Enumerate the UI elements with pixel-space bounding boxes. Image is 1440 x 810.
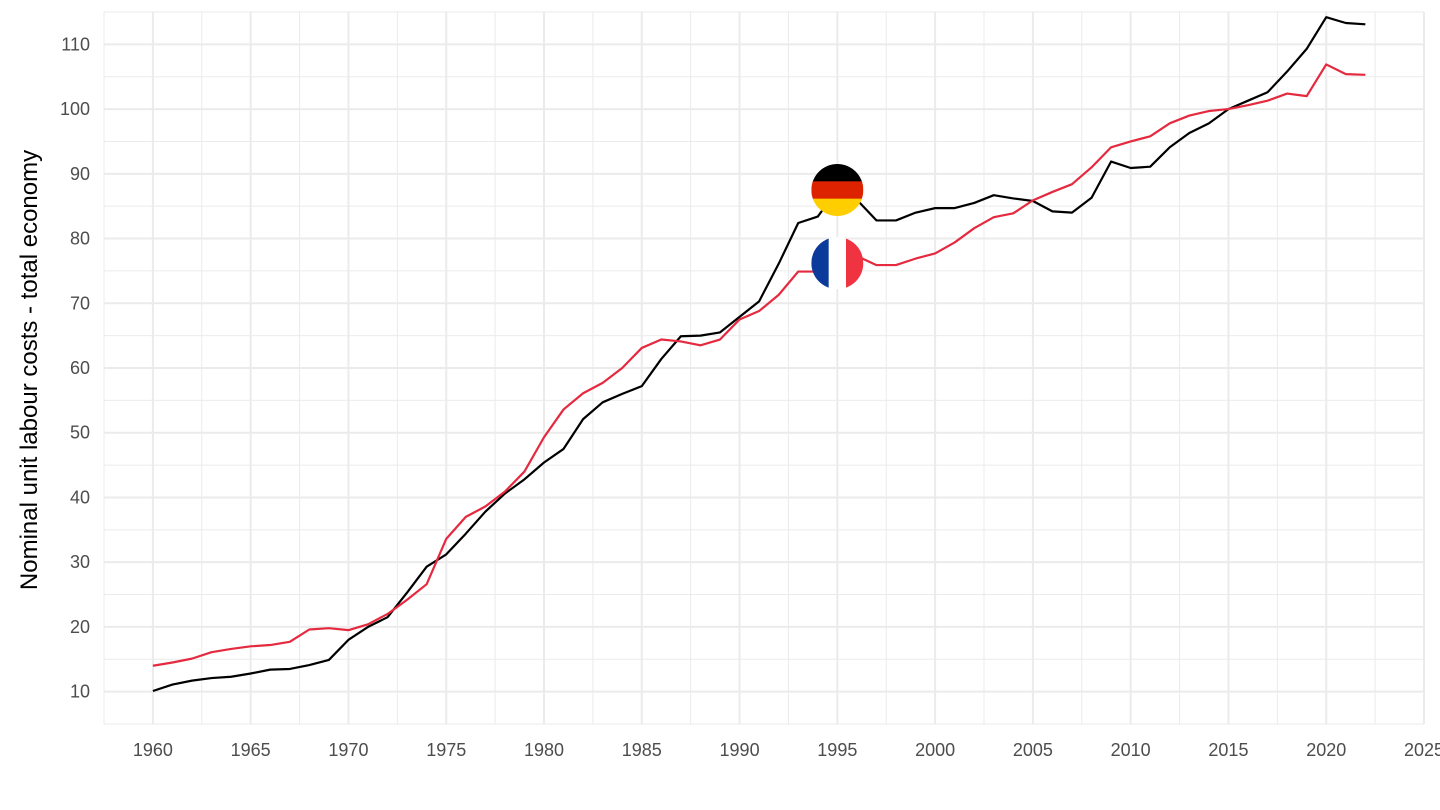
y-tick-label: 100 [60,99,90,119]
series-flags [811,164,864,290]
x-tick-label: 1970 [328,740,368,760]
x-tick-label: 2010 [1111,740,1151,760]
y-tick-label: 70 [70,293,90,313]
x-tick-label: 1960 [133,740,173,760]
y-tick-label: 40 [70,487,90,507]
y-tick-label: 80 [70,229,90,249]
series-lines [152,16,1366,693]
x-tick-label: 1990 [720,740,760,760]
y-tick-label: 110 [61,34,90,54]
germany-series-line [152,16,1366,693]
x-tick-label: 1985 [622,740,662,760]
y-axis-tick-labels: 10 20 30 40 50 60 70 80 90 100 110 [60,34,90,701]
y-axis-title: Nominal unit labour costs - total econom… [16,150,43,590]
y-tick-label: 60 [70,358,90,378]
x-tick-label: 2000 [915,740,955,760]
x-tick-label: 2005 [1013,740,1053,760]
france-flag-icon [811,237,864,290]
x-tick-label: 1995 [817,740,857,760]
x-axis-tick-labels: 1960 1965 1970 1975 1980 1985 1990 1995 2000 2005… [133,740,1440,760]
major-gridlines [104,12,1425,724]
x-tick-label: 1980 [524,740,564,760]
y-tick-label: 10 [70,682,90,702]
x-tick-label: 1965 [231,740,271,760]
germany-flag-icon [811,164,864,216]
x-tick-label: 2020 [1306,740,1346,760]
y-tick-label: 90 [70,164,90,184]
x-tick-label: 1975 [426,740,466,760]
y-tick-label: 50 [70,423,90,443]
y-tick-label: 20 [70,617,90,637]
x-tick-label: 2015 [1208,740,1248,760]
france-series-line [152,63,1366,667]
y-tick-label: 30 [70,552,90,572]
x-tick-label: 2025 [1404,740,1440,760]
